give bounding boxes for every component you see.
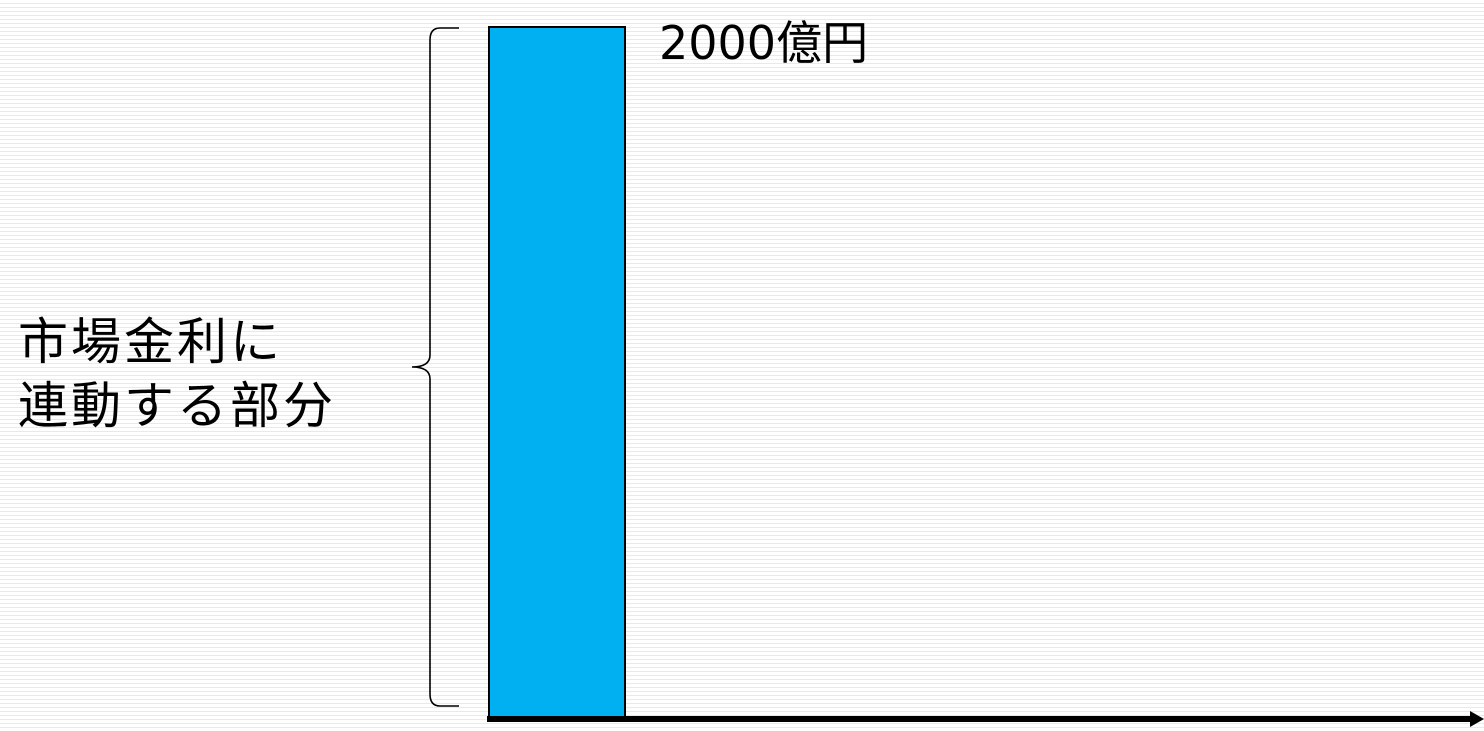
- bracket-label-line1: 市場金利に: [18, 313, 283, 371]
- curly-brace: [411, 27, 459, 707]
- bar-value-label: 2000億円: [659, 16, 869, 70]
- bracket-label: 市場金利に 連動する部分: [18, 310, 336, 438]
- bracket-label-line2: 連動する部分: [18, 377, 336, 435]
- x-axis-arrowhead: [1470, 711, 1484, 727]
- bar-2000: [488, 26, 626, 720]
